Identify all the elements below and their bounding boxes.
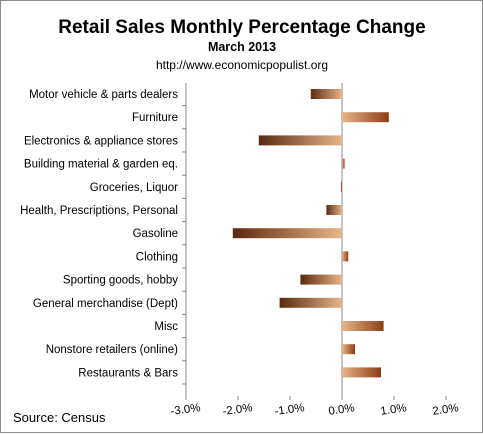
x-tick-label: -2.0% [222, 402, 253, 418]
bar [342, 344, 355, 355]
bar [310, 89, 342, 99]
category-label: Misc [154, 321, 178, 333]
bar [340, 181, 343, 192]
x-tick-label: 1.0% [380, 402, 408, 418]
category-label: Nonstore retailers (online) [46, 344, 178, 356]
bar [279, 297, 342, 308]
category-label: Clothing [136, 251, 178, 263]
bar [300, 274, 342, 285]
category-label: Health, Prescriptions, Personal [20, 205, 178, 217]
x-tick-label: 2.0% [432, 402, 460, 418]
category-label: Furniture [132, 112, 178, 124]
plot-area: Motor vehicle & parts dealers Furniture El… [20, 83, 459, 418]
bar [258, 135, 342, 146]
category-label: Building material & garden eq. [24, 159, 178, 171]
category-label: Groceries, Liquor [90, 182, 178, 194]
x-tick-label: -1.0% [274, 402, 305, 418]
category-label: Gasoline [133, 228, 178, 240]
category-label: Restaurants & Bars [78, 367, 178, 379]
category-label: Sporting goods, hobby [63, 275, 178, 287]
source-note: Source: Census [13, 410, 106, 425]
bar [342, 367, 381, 378]
category-label: Electronics & appliance stores [24, 135, 178, 147]
bar [342, 112, 389, 123]
category-label: Motor vehicle & parts dealers [29, 89, 178, 101]
category-label: General merchandise (Dept) [33, 298, 178, 310]
bar [232, 228, 342, 239]
chart-title: Retail Sales Monthly Percentage Change [58, 17, 425, 38]
bar [342, 321, 384, 331]
bar [342, 158, 345, 169]
x-tick-label: -3.0% [170, 402, 201, 418]
chart-url-note: http://www.economicpopulist.org [156, 58, 328, 72]
bar [342, 251, 349, 262]
bar [326, 205, 342, 215]
chart-subtitle: March 2013 [208, 40, 276, 54]
x-tick-label: 0.0% [328, 402, 356, 418]
